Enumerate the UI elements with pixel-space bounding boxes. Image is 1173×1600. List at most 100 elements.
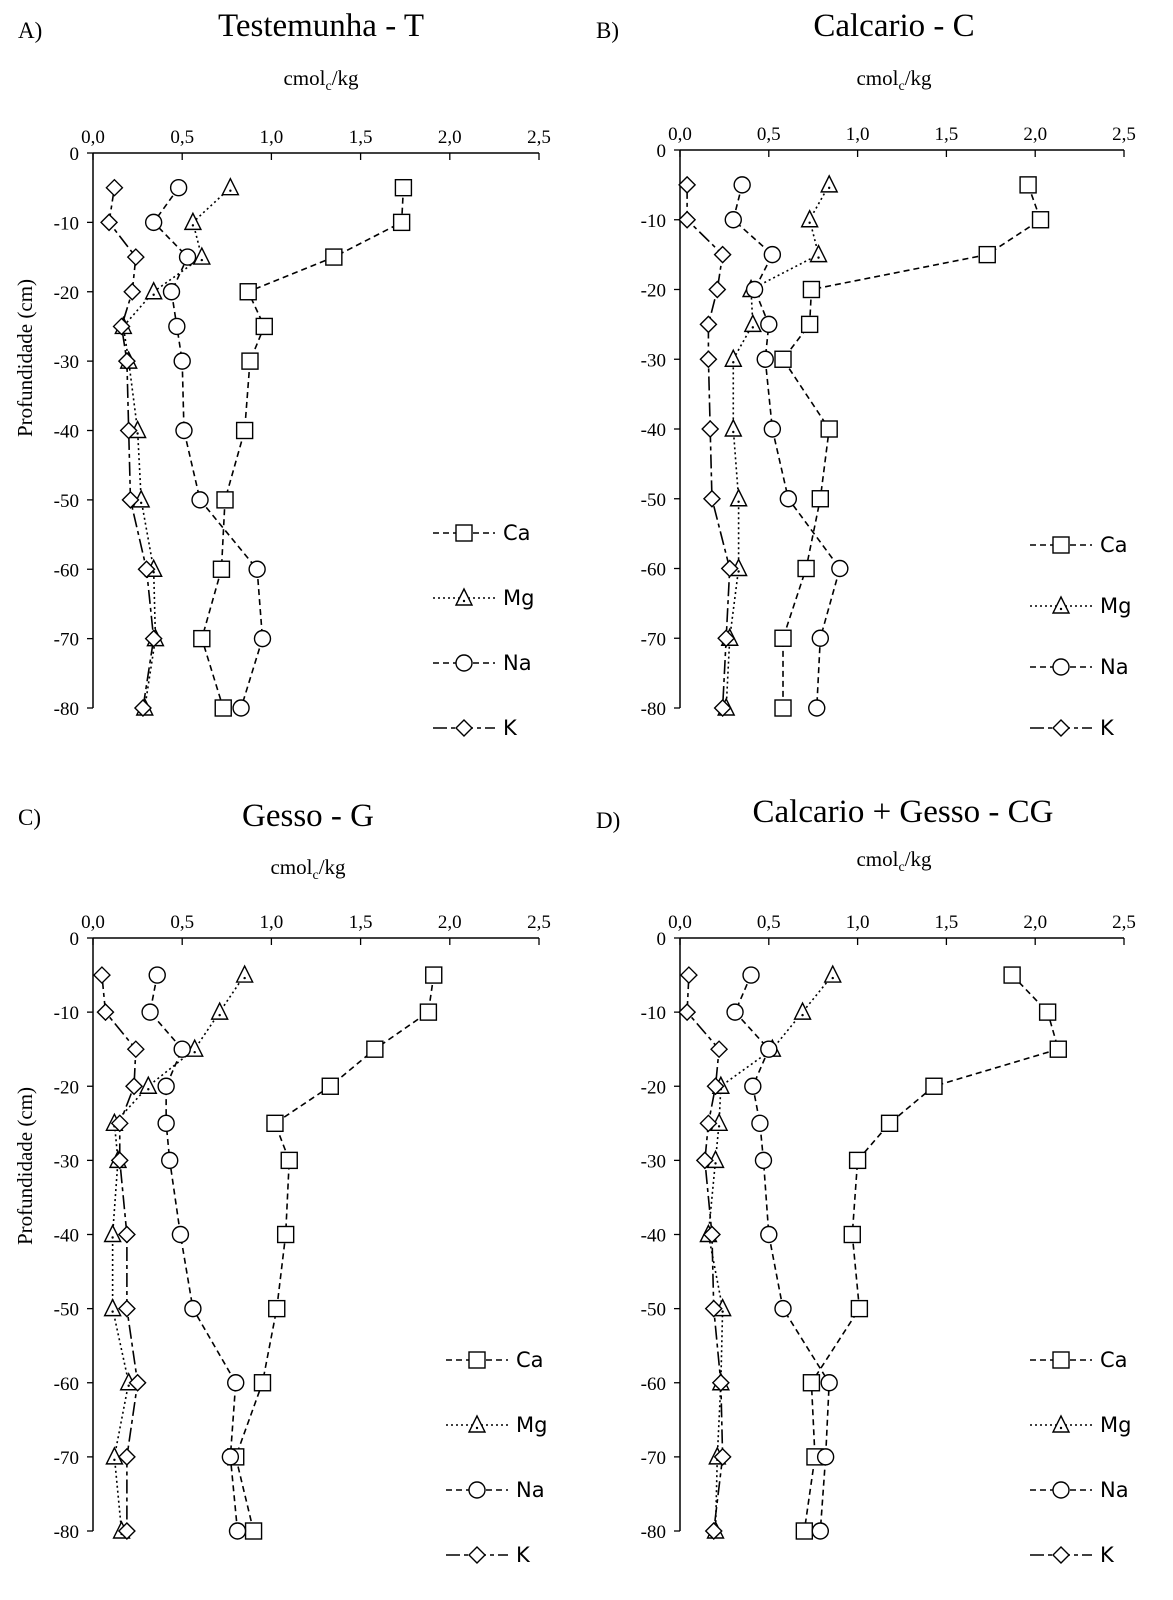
data-point [724,348,743,367]
data-point [848,1151,867,1170]
legend-item-ca: Ca [446,1348,544,1372]
data-point [1038,1003,1057,1021]
panel-label: C) [18,805,41,830]
data-point [760,1040,778,1058]
data-point [105,178,124,197]
series-layer [100,177,413,717]
y-tick-label: -30 [54,352,79,373]
y-tick-label: -70 [54,1448,79,1469]
data-point [191,491,209,509]
data-point [366,1040,384,1058]
data-point [100,213,119,232]
data-point-dot [229,189,232,192]
series-line [111,974,246,1532]
data-point-dot [191,224,195,227]
data-point [123,282,142,301]
data-point [169,178,188,197]
data-point [419,1003,438,1021]
x-tick-label: 2,0 [438,127,462,148]
legend-label: Ca [516,1348,544,1372]
data-point-dot [147,1088,150,1091]
data-point [168,317,186,336]
legend-swatch-marker [1052,658,1070,676]
y-tick-label: -10 [641,211,666,232]
series-line [152,187,264,709]
data-point [394,178,413,197]
data-point [843,1225,861,1244]
data-point [699,315,718,334]
data-point [678,210,697,229]
legend-label: K [1100,716,1115,740]
tick-labels: 0,0 0,5 1,0 1,5 2,0 2,5 0 -10 -20 -30 -40 -50 -60 -70… [54,912,551,1543]
data-point [811,1522,830,1540]
data-point-dot [113,1458,116,1462]
data-point [96,1003,115,1022]
legend-swatch-marker [468,1351,486,1369]
y-tick-label: -60 [641,1374,666,1395]
x-axis-title: cmolc/kg [856,66,932,94]
data-point [756,350,774,368]
data-point [157,1114,175,1133]
data-point [178,248,197,266]
data-point [121,490,140,509]
data-point [751,1114,769,1133]
data-point [699,1114,718,1133]
data-point [678,1003,697,1022]
x-tick-label: 0,0 [81,127,105,148]
x-tick-label: 0,0 [668,124,692,145]
chart-title: Gesso - G [242,798,374,834]
legend-swatch-marker [1052,1481,1070,1499]
legend-label: Mg [503,586,534,610]
data-point [137,560,156,579]
data-point [144,213,163,232]
data-point [1003,966,1021,984]
legend-swatch-marker [455,654,473,672]
x-tick-label: 0,5 [757,912,781,933]
data-point-dot [737,500,740,503]
data-point [214,699,232,717]
data-point [774,699,792,717]
series-layer [678,174,1050,717]
data-point [173,1040,191,1058]
data-point [105,1446,124,1465]
chart-title: Testemunha - T [218,8,424,44]
x-axis-title: cmolc/kg [856,847,932,875]
data-point [125,1077,144,1096]
series-layer [678,964,1067,1540]
y-tick-label: -80 [54,699,79,720]
legend-swatch-marker [455,719,473,737]
data-point [820,1374,838,1392]
y-tick-label: -80 [641,699,666,720]
data-point [744,1077,762,1095]
y-tick-label: -40 [54,1226,79,1247]
legend-swatch-marker [1052,1546,1070,1564]
data-point [779,490,798,508]
legend-item-na: Na [433,651,532,675]
data-point [704,1522,723,1540]
legend-label: Ca [1100,533,1128,557]
legend-swatch-marker [1052,536,1070,554]
data-point [117,1447,136,1466]
x-tick-label: 0,0 [81,912,105,933]
series-line [782,184,1042,708]
data-point [831,559,849,578]
y-tick-label: -50 [641,490,666,511]
data-point [253,629,272,648]
data-point [139,1075,158,1094]
data-point [128,1373,147,1392]
y-tick-label: -20 [54,283,79,304]
data-point [280,1151,298,1170]
data-point [774,350,792,368]
legend-label: Ca [503,521,531,545]
legend-label: K [516,1543,531,1567]
axes [674,937,1125,1532]
data-point [227,1374,245,1392]
y-tick-label: -30 [641,1151,666,1172]
data-point [241,352,259,370]
legend-label: Mg [516,1413,547,1437]
y-tick-label: -10 [641,1003,666,1024]
axes [87,152,540,709]
data-point [144,281,163,300]
y-tick-label: 0 [657,929,667,950]
data-point [743,313,762,333]
